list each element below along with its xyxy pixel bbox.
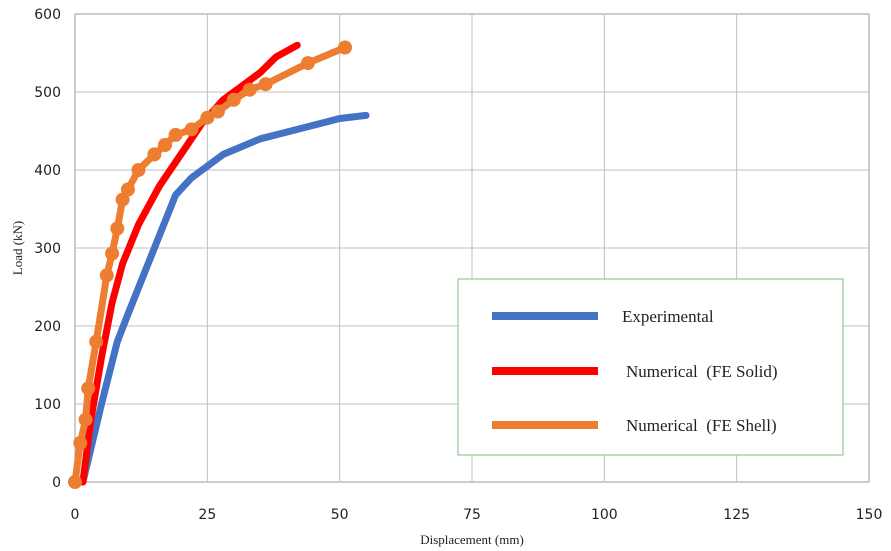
data-point <box>110 221 125 236</box>
y-axis-title: Load (kN) <box>10 221 25 276</box>
data-point <box>89 334 104 349</box>
data-point <box>210 104 225 119</box>
x-axis-title: Displacement (mm) <box>420 532 524 547</box>
x-tick-label: 150 <box>856 507 883 523</box>
series-2 <box>79 41 301 486</box>
data-point <box>78 412 93 427</box>
series <box>68 40 370 489</box>
y-tick-label: 500 <box>34 85 61 101</box>
data-point <box>73 436 88 450</box>
y-tick-label: 0 <box>52 475 61 491</box>
data-point <box>338 40 352 55</box>
x-tick-label: 75 <box>463 507 481 523</box>
legend-entries: Experimental Numerical (FE Solid) Numerica… <box>492 307 778 435</box>
data-point <box>131 163 146 177</box>
data-point <box>226 92 241 107</box>
legend-label: Numerical (FE Solid) <box>626 362 778 381</box>
legend: Experimental Numerical (FE Solid) Numerica… <box>457 278 844 456</box>
series-line <box>79 41 301 486</box>
y-tick-label: 400 <box>34 163 61 179</box>
x-tick-label: 100 <box>591 507 618 523</box>
data-point <box>120 182 135 197</box>
data-point <box>147 147 162 162</box>
data-point <box>184 122 199 137</box>
x-tick-label: 25 <box>198 507 216 523</box>
tick-labels: 0 25 50 75 100 125 150 0 100 200 300 400 500 600 <box>34 7 882 523</box>
data-point <box>242 82 257 97</box>
data-point <box>300 56 315 71</box>
y-tick-label: 600 <box>34 7 61 23</box>
legend-label: Experimental <box>622 307 714 326</box>
data-point <box>105 246 120 261</box>
data-point <box>168 127 183 142</box>
x-tick-label: 50 <box>331 507 349 523</box>
x-tick-label: 125 <box>723 507 750 523</box>
series-line <box>71 44 349 486</box>
y-tick-label: 200 <box>34 319 61 335</box>
y-tick-label: 100 <box>34 397 61 413</box>
data-point <box>68 475 82 489</box>
legend-label: Numerical (FE Shell) <box>626 416 777 435</box>
x-tick-label: 0 <box>71 507 80 523</box>
series-3 <box>68 40 352 489</box>
y-tick-label: 300 <box>34 241 61 257</box>
data-point <box>158 138 172 152</box>
data-point <box>258 77 273 92</box>
series-line <box>79 111 370 486</box>
data-point <box>200 110 215 125</box>
series-1 <box>79 111 370 486</box>
data-point <box>99 268 114 283</box>
data-point <box>81 381 96 396</box>
